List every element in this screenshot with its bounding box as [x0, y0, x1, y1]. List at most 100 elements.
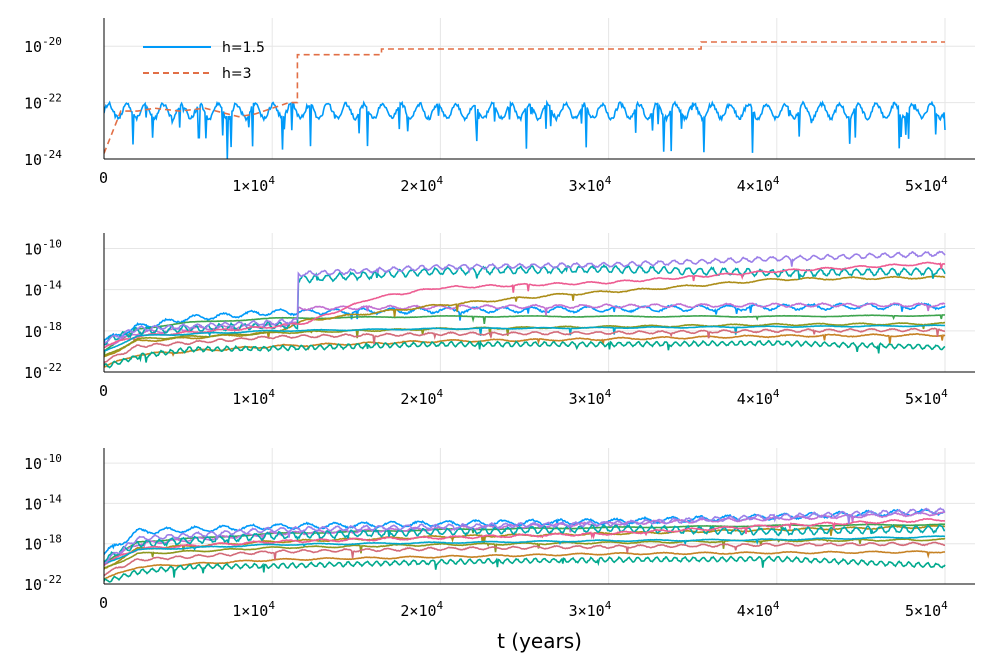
x-tick-label: 1×104: [232, 174, 275, 195]
x-tick-label: 4×104: [737, 387, 780, 408]
y-tick-label: 10-14: [24, 279, 62, 300]
x-tick-base: 1×10: [232, 602, 268, 620]
x-tick-exp: 4: [941, 387, 948, 400]
x-tick-exp: 4: [605, 387, 612, 400]
x-tick-base: 5×10: [905, 177, 941, 195]
x-tick-exp: 4: [941, 174, 948, 187]
series-line-9: [104, 321, 946, 357]
x-tick-base: 5×10: [905, 602, 941, 620]
series-line-8: [104, 555, 946, 583]
series-line-8: [104, 339, 946, 369]
y-tick-exp: -10: [42, 452, 62, 465]
x-tick-exp: 4: [268, 387, 275, 400]
x-tick-base: 3×10: [569, 602, 605, 620]
y-tick-exp: -18: [42, 320, 62, 333]
y-tick-base: 10: [24, 495, 42, 513]
y-tick-label: 10-22: [24, 92, 62, 113]
y-tick-label: 10-22: [24, 573, 62, 594]
y-tick-exp: -22: [42, 573, 62, 586]
x-tick-base: 1×10: [232, 177, 268, 195]
y-tick-exp: -24: [42, 148, 62, 161]
y-tick-base: 10: [24, 95, 42, 113]
x-tick-label: 5×104: [905, 174, 948, 195]
y-tick-exp: -14: [42, 279, 62, 292]
x-tick-exp: 4: [437, 174, 444, 187]
y-tick-base: 10: [24, 536, 42, 554]
series-line-1: [104, 99, 946, 159]
x-tick-base: 2×10: [400, 602, 436, 620]
y-tick-label: 10-24: [24, 148, 62, 169]
x-tick-base: 5×10: [905, 390, 941, 408]
y-tick-label: 10-18: [24, 320, 62, 341]
x-tick-exp: 4: [605, 174, 612, 187]
legend: h=1.5 h=3: [143, 40, 265, 82]
series-line-1: [104, 302, 946, 343]
x-tick-base: 1×10: [232, 390, 268, 408]
series-line-11: [104, 507, 946, 565]
series-line-6: [104, 517, 946, 567]
y-tick-label: 10-14: [24, 492, 62, 513]
series-group: [104, 41, 946, 159]
legend-entry: h=1.5: [222, 40, 265, 56]
y-tick-label: 10-20: [24, 35, 62, 56]
x-tick-label: 4×104: [737, 174, 780, 195]
y-tick-base: 10: [24, 323, 42, 341]
x-tick-base: 3×10: [569, 177, 605, 195]
y-tick-label: 10-22: [24, 361, 62, 382]
y-tick-base: 10: [24, 455, 42, 473]
y-tick-label: 10-10: [24, 237, 62, 258]
x-tick-label: 4×104: [737, 599, 780, 620]
x-tick-label: 1×104: [232, 387, 275, 408]
series-line-7: [104, 550, 946, 581]
series-line-2: [104, 314, 946, 358]
x-tick-label: 0: [99, 594, 108, 612]
x-tick-label: 1×104: [232, 599, 275, 620]
y-tick-label: 10-10: [24, 452, 62, 473]
y-tick-base: 10: [24, 282, 42, 300]
y-tick-base: 10: [24, 364, 42, 382]
y-tick-exp: -10: [42, 237, 62, 250]
x-tick-label: 3×104: [569, 599, 612, 620]
x-tick-exp: 4: [773, 174, 780, 187]
series-line-11: [104, 250, 946, 344]
y-tick-exp: -20: [42, 35, 62, 48]
x-tick-base: 4×10: [737, 602, 773, 620]
x-tick-exp: 4: [437, 599, 444, 612]
x-tick-base: 4×10: [737, 177, 773, 195]
x-tick-exp: 4: [437, 387, 444, 400]
y-tick-exp: -14: [42, 492, 62, 505]
series-line-6: [104, 261, 946, 349]
y-tick-exp: -18: [42, 533, 62, 546]
series-line-12: [104, 541, 945, 577]
y-tick-label: 10-18: [24, 533, 62, 554]
x-tick-base: 2×10: [400, 390, 436, 408]
x-tick-label: 2×104: [400, 174, 443, 195]
series-group: [104, 250, 946, 369]
legend-entry: h=3: [222, 66, 252, 82]
x-tick-label: 2×104: [400, 387, 443, 408]
x-tick-label: 0: [99, 382, 108, 400]
y-tick-base: 10: [24, 38, 42, 56]
x-tick-exp: 4: [268, 174, 275, 187]
x-tick-label: 3×104: [569, 387, 612, 408]
x-tick-base: 2×10: [400, 177, 436, 195]
x-tick-base: 3×10: [569, 390, 605, 408]
x-tick-exp: 4: [941, 599, 948, 612]
y-tick-base: 10: [24, 151, 42, 169]
series-line-5: [104, 523, 946, 563]
x-tick-label: 2×104: [400, 599, 443, 620]
series-line-10: [104, 535, 946, 565]
y-tick-exp: -22: [42, 361, 62, 374]
x-tick-exp: 4: [773, 387, 780, 400]
x-tick-label: 0: [99, 169, 108, 187]
series-line-12: [104, 327, 946, 364]
x-tick-base: 4×10: [737, 390, 773, 408]
x-tick-exp: 4: [605, 599, 612, 612]
y-tick-exp: -22: [42, 92, 62, 105]
y-tick-base: 10: [24, 576, 42, 594]
series-line-9: [104, 537, 946, 569]
